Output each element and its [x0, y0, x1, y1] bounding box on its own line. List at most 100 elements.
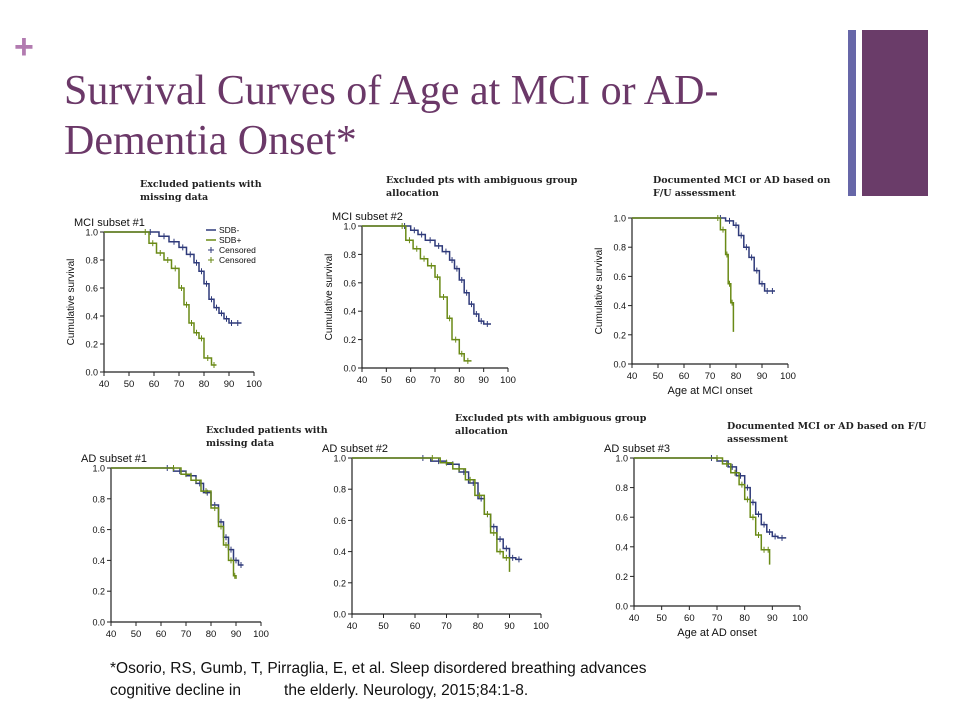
plus-mark: +	[14, 28, 34, 66]
x-tick-label: 80	[739, 613, 750, 624]
note-mci-2: Excluded pts with ambiguous group alloca…	[386, 175, 578, 199]
x-tick-label: 70	[174, 379, 185, 390]
decorative-bar-thin	[848, 30, 856, 196]
y-tick-label: 0.8	[613, 243, 626, 253]
y-tick-label: 0.6	[85, 284, 98, 294]
x-tick-label: 60	[405, 375, 416, 386]
x-tick-label: 60	[684, 613, 695, 624]
y-tick-label: 0.8	[615, 483, 628, 493]
x-tick-label: 40	[99, 379, 110, 390]
chart-title: MCI subset #2	[332, 211, 403, 223]
x-axis-label: Age at AD onset	[677, 627, 757, 639]
y-tick-label: 0.8	[343, 250, 356, 260]
x-tick-label: 100	[246, 379, 262, 390]
x-tick-label: 40	[106, 629, 117, 640]
x-tick-label: 80	[206, 629, 217, 640]
decorative-bar-thick	[862, 30, 928, 196]
y-tick-label: 0.2	[333, 578, 346, 588]
title-line-2: Dementia Onset*	[64, 118, 357, 164]
y-tick-label: 0.2	[92, 587, 105, 597]
note-ad-1: Excluded patients with missing data	[206, 425, 328, 449]
y-tick-label: 0.2	[615, 572, 628, 582]
x-tick-label: 90	[231, 629, 242, 640]
x-tick-label: 80	[731, 371, 742, 382]
y-tick-label: 0.2	[85, 340, 98, 350]
x-tick-label: 60	[679, 371, 690, 382]
series-line-sdb-minus	[634, 457, 787, 539]
note-mci-3: Documented MCI or AD based on F/U assess…	[653, 175, 831, 199]
chart-title: AD subset #3	[604, 443, 670, 455]
x-tick-label: 40	[629, 613, 640, 624]
x-tick-label: 70	[441, 621, 452, 632]
y-tick-label: 0.6	[343, 278, 356, 288]
y-tick-label: 0.6	[92, 525, 105, 535]
x-tick-label: 40	[627, 371, 638, 382]
y-tick-label: 0.0	[92, 618, 105, 628]
y-tick-label: 0.4	[613, 301, 626, 311]
y-tick-label: 0.2	[613, 330, 626, 340]
series-line-sdb-minus	[111, 467, 244, 566]
y-tick-label: 0.4	[92, 556, 105, 566]
series-line-sdb-plus	[111, 467, 237, 579]
y-tick-label: 1.0	[333, 454, 346, 464]
x-tick-label: 90	[504, 621, 515, 632]
title-line-1: Survival Curves of Age at MCI or AD-	[64, 68, 719, 114]
x-tick-label: 60	[149, 379, 160, 390]
y-tick-label: 0.0	[613, 360, 626, 370]
legend-label: Censored	[219, 245, 256, 255]
x-tick-label: 70	[181, 629, 192, 640]
y-tick-label: 0.6	[613, 272, 626, 282]
citation: *Osorio, RS, Gumb, T, Pirraglia, E, et a…	[110, 658, 870, 702]
x-tick-label: 50	[656, 613, 667, 624]
chart-ad-onset: AD subset #3 0.0 0.2 0.4 0.6 0.8 1.0 40 50 60 70 80…	[604, 443, 808, 639]
x-tick-label: 60	[410, 621, 421, 632]
x-tick-label: 40	[357, 375, 368, 386]
series-line-sdb-plus	[352, 457, 511, 572]
y-tick-label: 0.4	[343, 307, 356, 317]
legend-label: SDB+	[219, 235, 241, 245]
chart-mci-subset-2: MCI subset #2 0.0 0.2 0.4 0.6 0.8 1.0 40 50 60 70 8…	[324, 211, 516, 386]
y-tick-label: 1.0	[613, 214, 626, 224]
note-ad-2: Excluded pts with ambiguous group alloca…	[455, 413, 647, 437]
series-line-sdb-plus	[362, 225, 472, 362]
x-tick-label: 40	[347, 621, 358, 632]
legend-label: SDB-	[219, 225, 239, 235]
citation-line-1: *Osorio, RS, Gumb, T, Pirraglia, E, et a…	[110, 660, 647, 677]
y-tick-label: 0.4	[615, 542, 628, 552]
series-line-sdb-minus	[362, 225, 491, 325]
chart-title: AD subset #2	[322, 443, 388, 455]
series-line-sdb-minus	[632, 217, 775, 292]
citation-line-2: cognitive decline in the elderly. Neurol…	[110, 682, 529, 699]
chart-ad-subset-1: AD subset #1 0.0 0.2 0.4 0.6 0.8 1.0 40 50 60 70 80…	[81, 453, 269, 640]
y-axis-label: Cumulative survival	[324, 254, 335, 341]
note-mci-1: Excluded patients with missing data	[140, 179, 262, 203]
chart-mci-subset-1: MCI subset #1 0.0 0.2 0.4 0.6 0.8 1.0 40 50 60 70 8…	[66, 217, 262, 390]
x-tick-label: 70	[430, 375, 441, 386]
y-tick-label: 1.0	[92, 464, 105, 474]
x-tick-label: 50	[131, 629, 142, 640]
y-tick-label: 0.0	[333, 610, 346, 620]
chart-mci-onset: 0.0 0.2 0.4 0.6 0.8 1.0 40 50 60 70 80 90 100 Cumulat…	[594, 214, 796, 398]
y-tick-label: 0.0	[615, 602, 628, 612]
y-axis-label: Cumulative survival	[594, 248, 605, 335]
x-tick-label: 100	[500, 375, 516, 386]
series-line-sdb-plus	[632, 217, 735, 332]
y-tick-label: 1.0	[85, 228, 98, 238]
x-tick-label: 70	[712, 613, 723, 624]
y-tick-label: 0.6	[615, 513, 628, 523]
x-tick-label: 100	[533, 621, 549, 632]
x-tick-label: 80	[473, 621, 484, 632]
x-tick-label: 50	[378, 621, 389, 632]
y-tick-label: 0.6	[333, 516, 346, 526]
x-tick-label: 100	[792, 613, 808, 624]
x-tick-label: 80	[199, 379, 210, 390]
y-tick-label: 0.8	[85, 256, 98, 266]
y-tick-label: 0.2	[343, 335, 356, 345]
chart-title: MCI subset #1	[74, 217, 145, 229]
y-tick-label: 0.8	[333, 485, 346, 495]
y-tick-label: 0.4	[333, 547, 346, 557]
y-tick-label: 0.0	[85, 368, 98, 378]
page-title: Survival Curves of Age at MCI or AD- Dem…	[64, 66, 824, 166]
x-tick-label: 100	[780, 371, 796, 382]
y-tick-label: 0.0	[343, 364, 356, 374]
